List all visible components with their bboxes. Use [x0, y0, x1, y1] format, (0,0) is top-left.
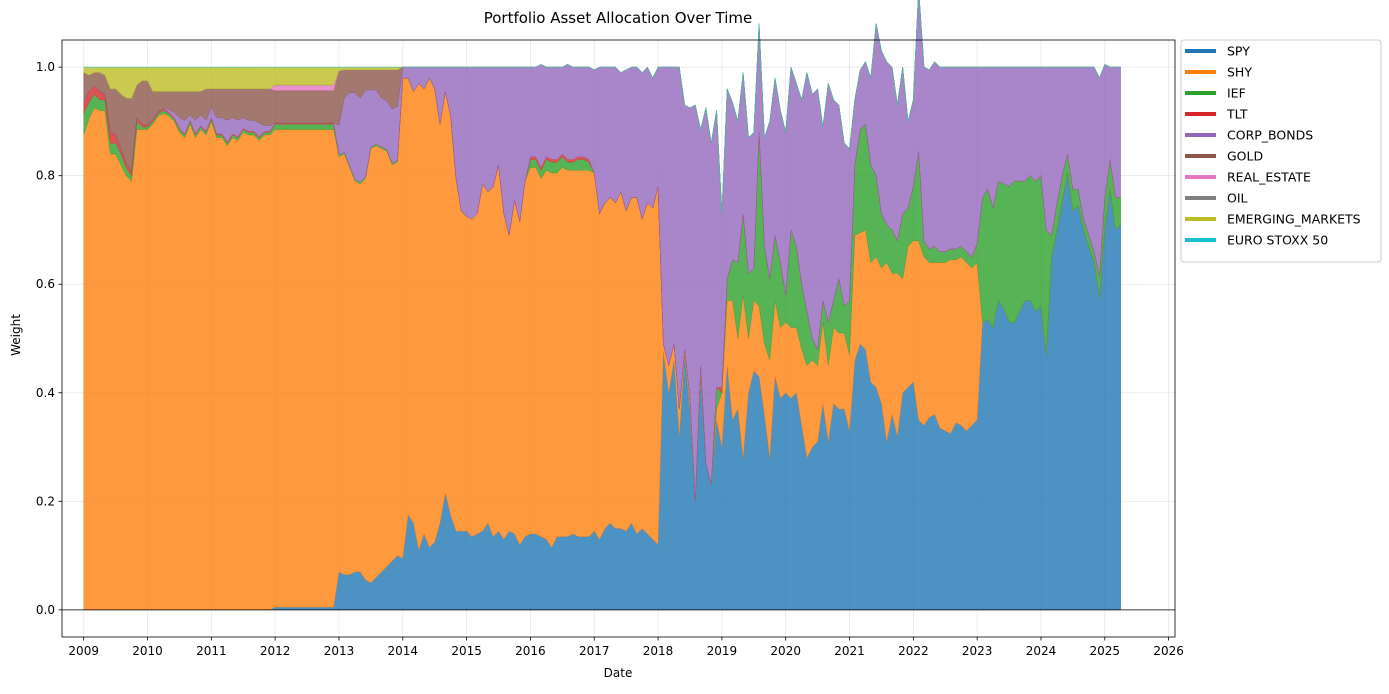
x-tick-label: 2009: [68, 644, 99, 658]
legend-label-shy: SHY: [1227, 65, 1252, 80]
y-tick-label: 0.6: [36, 277, 55, 291]
x-tick-label: 2023: [962, 644, 993, 658]
x-tick-label: 2016: [515, 644, 546, 658]
y-axis-title: Weight: [9, 314, 23, 356]
x-tick-label: 2012: [260, 644, 291, 658]
stacked-areas: [83, 0, 1121, 611]
legend-label-emerging-markets: EMERGING_MARKETS: [1227, 212, 1361, 227]
y-axis-ticks: 0.0 0.2 0.4 0.6 0.8 1.0: [36, 60, 62, 617]
area-euro-stoxx-50: [83, 0, 1121, 214]
x-axis-title: Date: [604, 666, 633, 680]
x-tick-label: 2024: [1026, 644, 1057, 658]
legend-label-spy: SPY: [1227, 44, 1250, 59]
x-tick-label: 2025: [1090, 644, 1121, 658]
y-tick-label: 0.8: [36, 169, 55, 183]
x-tick-label: 2010: [132, 644, 163, 658]
legend-label-ief: IEF: [1227, 86, 1246, 101]
x-tick-label: 2014: [388, 644, 419, 658]
legend: SPY SHY IEF TLT CORP_BONDS GOLD REAL_ESTATE OIL…: [1180, 39, 1382, 263]
legend-label-oil: OIL: [1227, 191, 1248, 206]
x-tick-label: 2021: [834, 644, 865, 658]
x-tick-label: 2019: [707, 644, 738, 658]
y-tick-label: 0.0: [36, 603, 55, 617]
legend-box: [1180, 39, 1382, 263]
chart-title: Portfolio Asset Allocation Over Time: [484, 9, 753, 27]
x-tick-label: 2022: [898, 644, 929, 658]
x-axis-ticks: 2009 2010 2011 2012 2013 2014 2015 2016 2017 2018…: [68, 637, 1184, 658]
plot-frame: [61, 39, 1176, 638]
x-tick-label: 2017: [579, 644, 610, 658]
x-tick-label: 2026: [1153, 644, 1184, 658]
legend-label-tlt: TLT: [1226, 107, 1248, 122]
legend-label-corp-bonds: CORP_BONDS: [1227, 128, 1313, 143]
x-tick-label: 2013: [324, 644, 355, 658]
y-tick-label: 0.2: [36, 494, 55, 508]
legend-items: SPY SHY IEF TLT CORP_BONDS GOLD REAL_ESTATE OIL…: [1185, 44, 1361, 248]
x-tick-label: 2020: [770, 644, 801, 658]
legend-label-euro-stoxx-50: EURO STOXX 50: [1227, 233, 1328, 248]
x-tick-label: 2015: [451, 644, 482, 658]
legend-label-real-estate: REAL_ESTATE: [1227, 170, 1311, 185]
y-tick-label: 1.0: [36, 60, 55, 74]
y-tick-label: 0.4: [36, 386, 55, 400]
x-tick-label: 2011: [196, 644, 227, 658]
legend-label-gold: GOLD: [1227, 149, 1263, 164]
x-tick-label: 2018: [643, 644, 674, 658]
